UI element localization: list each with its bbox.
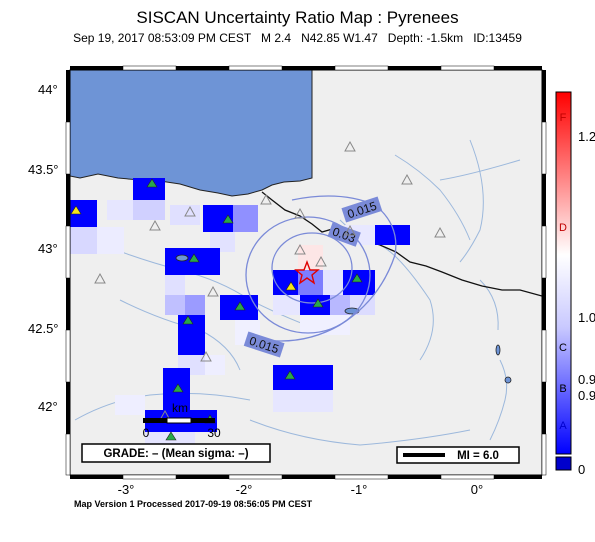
lat-label-43: 43° bbox=[38, 241, 58, 256]
map-border bbox=[65, 65, 547, 480]
colorbar-value-1-0: 1.0 bbox=[578, 310, 595, 325]
colorbar-letter-c: C bbox=[559, 342, 567, 354]
event-location: N42.85 W1.47 bbox=[301, 31, 378, 45]
colorbar-value-0-9a: 0.9 bbox=[578, 372, 595, 387]
lon-label-minus-3: -3° bbox=[118, 482, 135, 497]
colorbar-letter-b: B bbox=[559, 383, 566, 395]
grade-box: GRADE: – (Mean sigma: –) bbox=[81, 443, 271, 463]
colorbar: F D C B A 1.2 1.0 0.9 0.9 0 bbox=[555, 91, 595, 477]
colorbar-letter-d: D bbox=[559, 222, 567, 234]
mi-box: MI = 6.0 bbox=[396, 446, 520, 464]
ocean-area bbox=[70, 70, 313, 197]
event-id: ID:13459 bbox=[473, 31, 522, 45]
colorbar-letter-a: A bbox=[559, 420, 567, 432]
lon-label-0: 0° bbox=[471, 482, 483, 497]
event-date: Sep 19, 2017 08:53:09 PM CEST bbox=[73, 31, 252, 45]
scale-bar-end: 30 bbox=[207, 426, 221, 440]
colorbar-ramp bbox=[555, 91, 572, 455]
scale-bar-start: 0 bbox=[143, 426, 150, 440]
latitude-labels: 44° 43.5° 43° 42.5° 42° bbox=[28, 82, 59, 414]
lat-label-43-5: 43.5° bbox=[28, 162, 59, 177]
mi-text: MI = 6.0 bbox=[457, 450, 499, 462]
processing-footer: Map Version 1 Processed 2017-09-19 08:56… bbox=[74, 499, 313, 509]
uncertainty-cells bbox=[70, 178, 410, 444]
lat-label-44: 44° bbox=[38, 82, 58, 97]
colorbar-value-0-9b: 0.9 bbox=[578, 388, 595, 403]
map-title: SISCAN Uncertainty Ratio Map : Pyrenees bbox=[136, 8, 459, 27]
stations-yellow bbox=[70, 205, 297, 291]
scale-bar-unit: km bbox=[172, 401, 188, 415]
lat-label-42-5: 42.5° bbox=[28, 321, 59, 336]
scale-bar: km 0 30 bbox=[143, 401, 221, 440]
event-info: Sep 19, 2017 08:53:09 PM CEST M 2.4 N42.… bbox=[0, 31, 595, 45]
stations-inactive bbox=[94, 140, 446, 421]
lon-label-minus-2: -2° bbox=[236, 482, 253, 497]
contours bbox=[245, 195, 397, 342]
epicenter-star-icon bbox=[294, 260, 320, 285]
event-depth: Depth: -1.5km bbox=[387, 31, 464, 45]
event-magnitude: M 2.4 bbox=[261, 31, 292, 45]
lon-label-minus-1: -1° bbox=[351, 482, 368, 497]
longitude-labels: -3° -2° -1° 0° bbox=[118, 482, 484, 497]
grade-text: GRADE: – (Mean sigma: –) bbox=[103, 448, 248, 460]
colorbar-value-0: 0 bbox=[578, 462, 585, 477]
colorbar-letter-f: F bbox=[560, 112, 567, 124]
lat-label-42: 42° bbox=[38, 399, 58, 414]
colorbar-zero-swatch bbox=[555, 456, 572, 471]
colorbar-value-1-2: 1.2 bbox=[578, 129, 595, 144]
